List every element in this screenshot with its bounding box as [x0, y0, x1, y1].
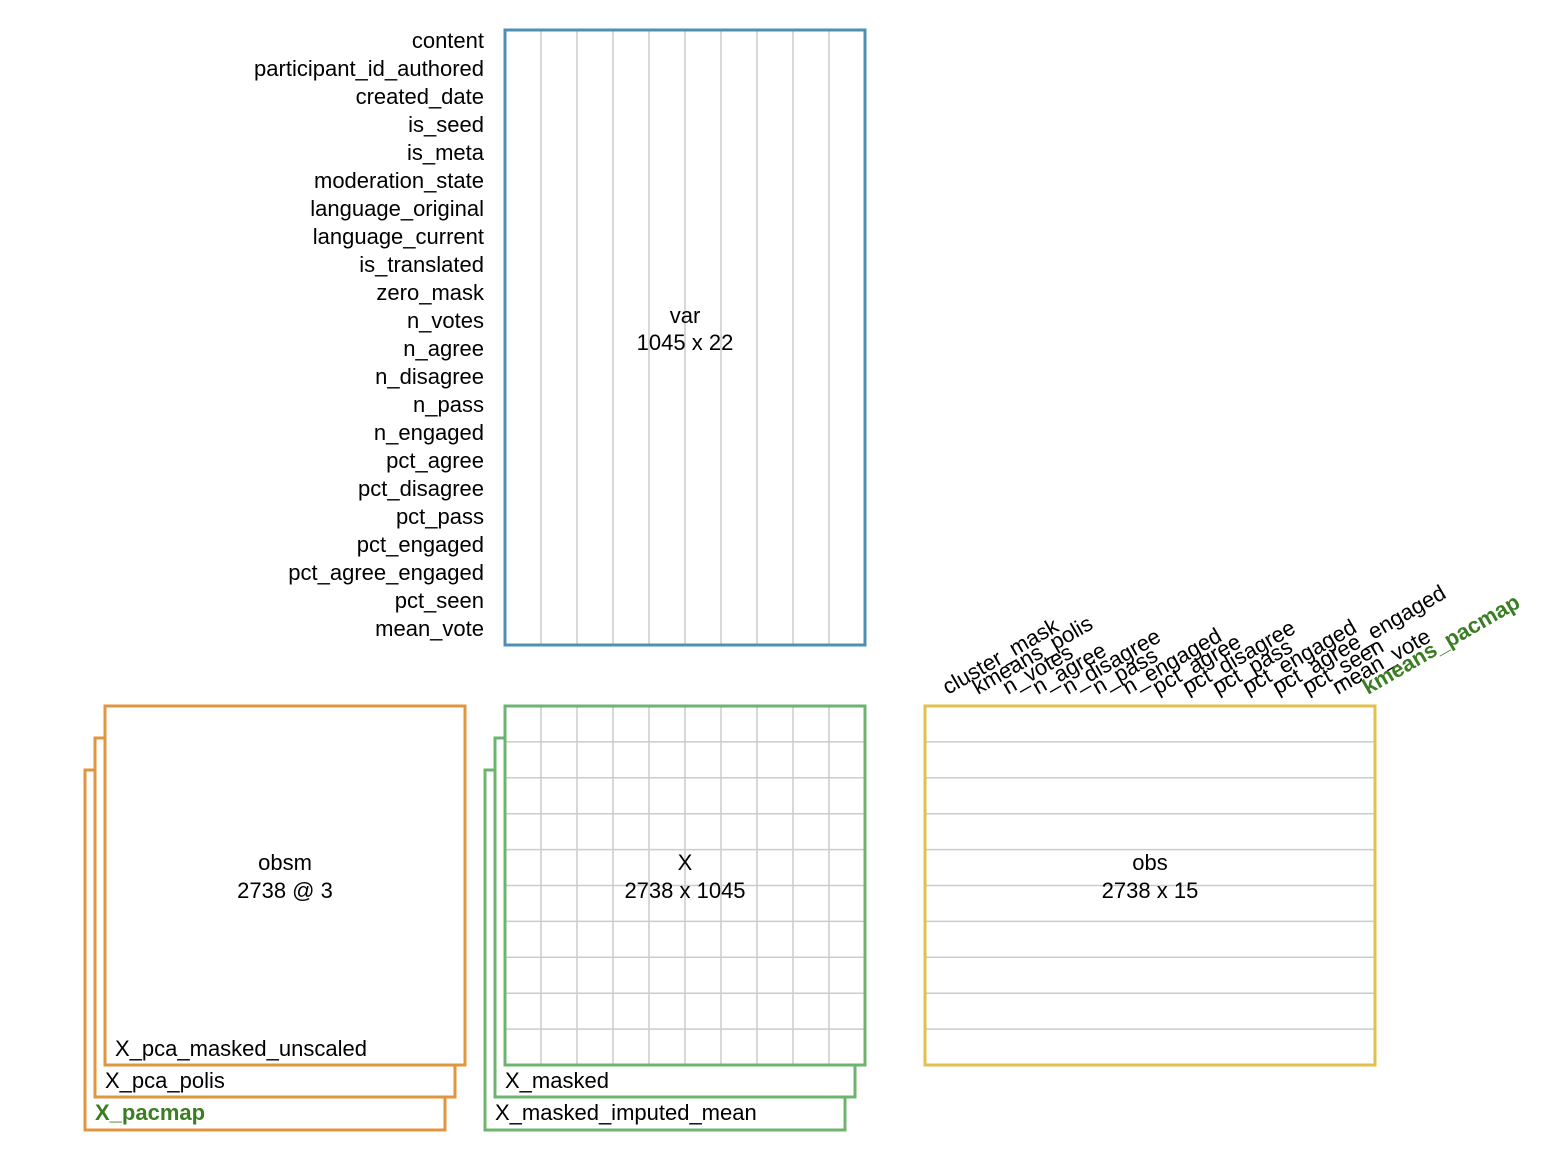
var-column: mean_vote — [375, 616, 484, 641]
var-column: n_votes — [407, 308, 484, 333]
var-column: pct_agree — [386, 448, 484, 473]
obsm-label: obsm — [258, 850, 312, 875]
var-column: is_meta — [407, 140, 485, 165]
var-column: is_translated — [359, 252, 484, 277]
var-column: n_engaged — [374, 420, 484, 445]
obsm-key: X_pca_polis — [105, 1068, 225, 1093]
x-layer-name: X_masked — [505, 1068, 609, 1093]
obs-label: obs — [1132, 850, 1167, 875]
obsm-shape: 2738 @ 3 — [237, 878, 333, 903]
obsm-key: X_pca_masked_unscaled — [115, 1036, 367, 1061]
var-column: n_disagree — [375, 364, 484, 389]
x-label: X — [678, 850, 693, 875]
var-column: content — [412, 28, 484, 53]
var-shape: 1045 x 22 — [637, 330, 734, 355]
obs-shape: 2738 x 15 — [1102, 878, 1199, 903]
var-column: created_date — [356, 84, 484, 109]
var-column: pct_pass — [396, 504, 484, 529]
var-column: pct_agree_engaged — [288, 560, 484, 585]
obsm-key: X_pacmap — [95, 1100, 205, 1125]
var-column: language_current — [313, 224, 484, 249]
var-column: pct_disagree — [358, 476, 484, 501]
var-column: pct_engaged — [357, 532, 484, 557]
x-layer-name: X_masked_imputed_mean — [495, 1100, 757, 1125]
var-column: zero_mask — [376, 280, 485, 305]
var-column: language_original — [310, 196, 484, 221]
var-column: moderation_state — [314, 168, 484, 193]
var-matrix — [503, 28, 867, 647]
var-column: n_agree — [403, 336, 484, 361]
x-matrix — [503, 704, 867, 1067]
var-label: var — [670, 303, 701, 328]
obsm-layer — [103, 704, 467, 1067]
obs-matrix — [923, 704, 1377, 1067]
var-column: pct_seen — [395, 588, 484, 613]
var-column: participant_id_authored — [254, 56, 484, 81]
var-column: is_seed — [408, 112, 484, 137]
x-shape: 2738 x 1045 — [624, 878, 745, 903]
var-column: n_pass — [413, 392, 484, 417]
